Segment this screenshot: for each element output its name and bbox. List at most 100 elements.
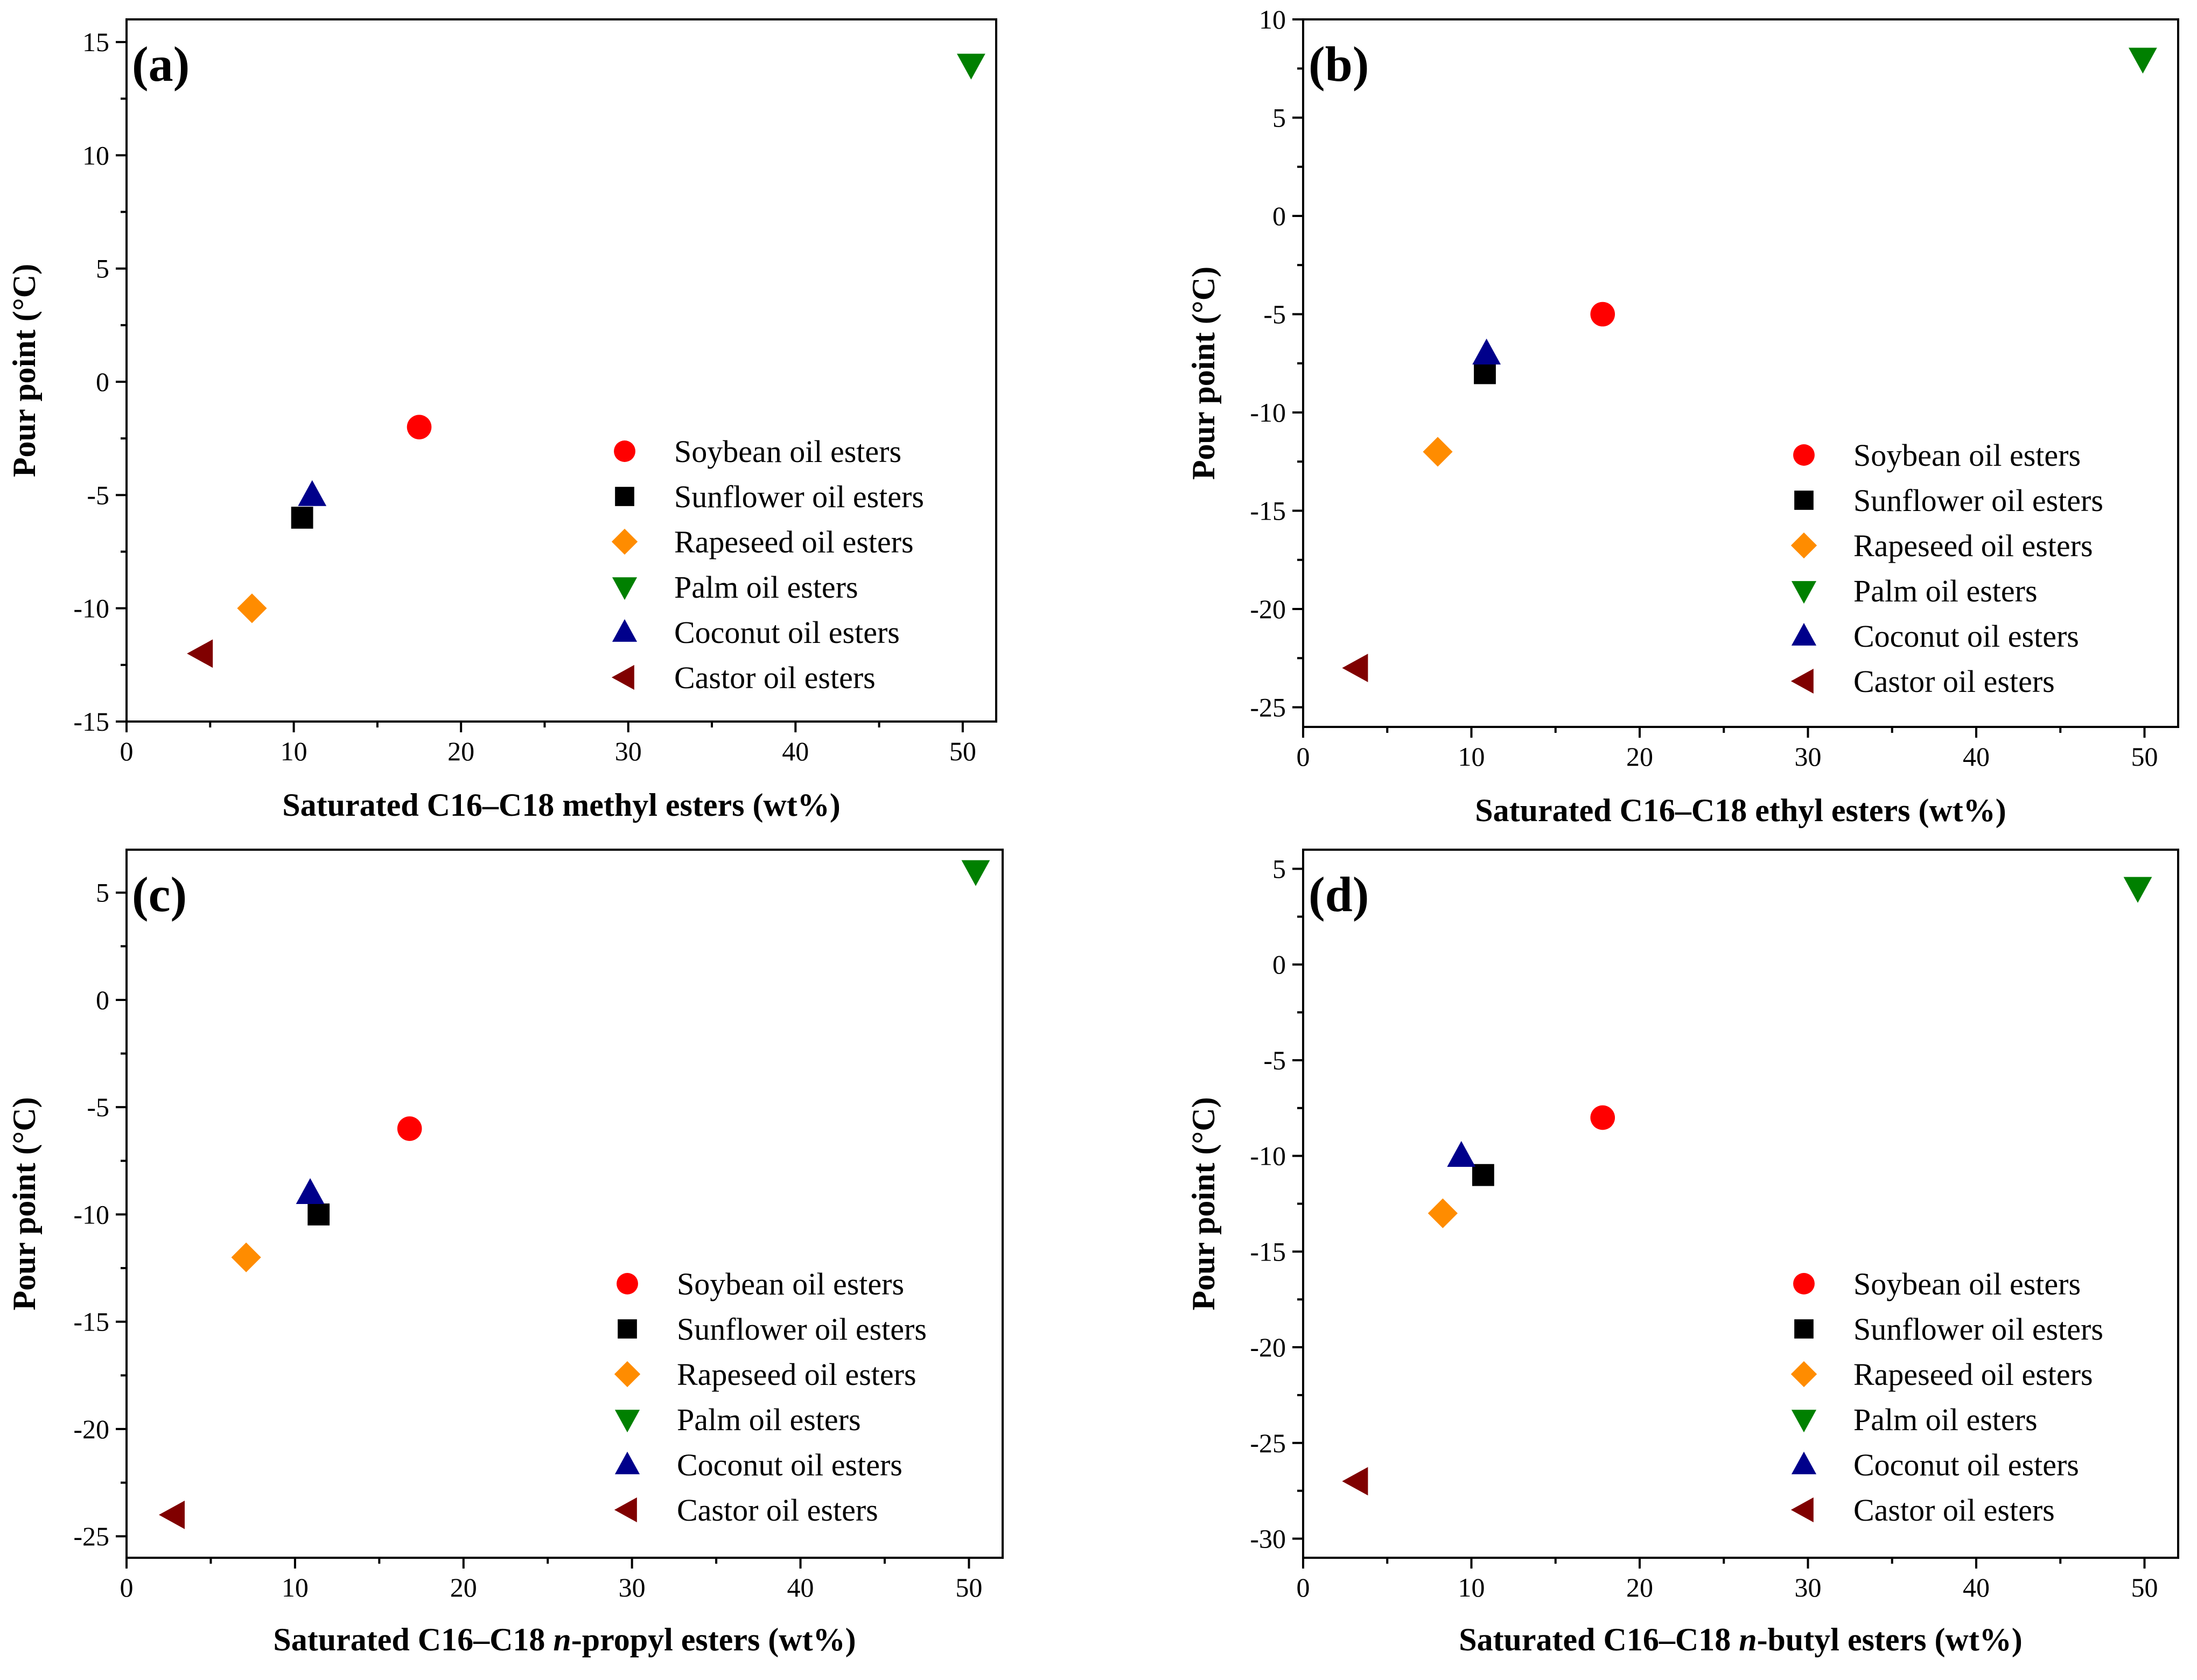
y-tick-label: -5 bbox=[87, 480, 109, 510]
legend-label: Coconut oil esters bbox=[1853, 619, 2079, 654]
panel-label: (d) bbox=[1309, 867, 1369, 922]
data-point-triangle-left bbox=[1342, 1467, 1368, 1496]
legend-label: Castor oil esters bbox=[674, 660, 876, 695]
legend-label: Coconut oil esters bbox=[677, 1447, 902, 1482]
x-tick-label: 40 bbox=[1963, 741, 1990, 772]
legend-label: Sunflower oil esters bbox=[1853, 483, 2103, 518]
x-tick-label: 0 bbox=[120, 736, 134, 766]
legend-label: Palm oil esters bbox=[677, 1402, 861, 1437]
x-axis-title-part: -butyl esters (wt%) bbox=[1757, 1622, 2023, 1657]
x-axis-title-part: Saturated C16–C18 bbox=[282, 787, 562, 823]
y-tick-label: 5 bbox=[1272, 103, 1286, 133]
y-tick-label: 5 bbox=[1272, 854, 1286, 884]
legend-marker-triangle-up bbox=[612, 619, 638, 642]
data-point-circle bbox=[1590, 302, 1615, 327]
legend-label: Rapeseed oil esters bbox=[1853, 528, 2093, 563]
y-tick-label: -20 bbox=[1250, 1332, 1286, 1362]
data-point-triangle-up bbox=[296, 1178, 325, 1204]
legend-marker-diamond bbox=[614, 1361, 641, 1388]
x-tick-label: 30 bbox=[615, 736, 642, 766]
legend-label: Palm oil esters bbox=[674, 570, 858, 605]
panel-label: (c) bbox=[132, 867, 187, 922]
legend-marker-square bbox=[1794, 1319, 1814, 1339]
y-tick-label: -15 bbox=[73, 706, 109, 737]
y-tick-label: 0 bbox=[1272, 201, 1286, 231]
legend-marker-triangle-left bbox=[611, 664, 634, 690]
data-point-square bbox=[307, 1203, 330, 1226]
x-tick-label: 30 bbox=[1795, 1572, 1822, 1602]
panel-d: 0 10 20 30 40 50 -30 -25 -20 -15 -10 -5 0 5 Saturated … bbox=[1186, 849, 2179, 1657]
legend-marker-triangle-left bbox=[1790, 1497, 1814, 1523]
x-axis-title-part: n bbox=[1739, 1622, 1757, 1657]
data-point-triangle-left bbox=[187, 639, 213, 668]
plot-frame bbox=[125, 849, 1004, 1559]
y-tick-label: -5 bbox=[1263, 1045, 1286, 1075]
data-point-diamond bbox=[237, 593, 267, 624]
data-point-square bbox=[1474, 362, 1496, 384]
data-point-triangle-up bbox=[298, 480, 327, 506]
y-tick-label: -15 bbox=[1250, 496, 1286, 526]
panel-b: 0 10 20 30 40 50 -25 -20 -15 -10 -5 0 5 10 Saturated C… bbox=[1186, 4, 2179, 828]
x-axis-title-part: methyl esters (wt%) bbox=[562, 787, 840, 823]
legend-label: Castor oil esters bbox=[1853, 1493, 2055, 1528]
legend-marker-triangle-down bbox=[614, 1410, 640, 1433]
x-axis-title: Saturated C16–C18 methyl esters (wt%) bbox=[282, 787, 840, 823]
data-point-diamond bbox=[1428, 1198, 1458, 1228]
x-axis-title-part: Saturated C16–C18 bbox=[1475, 793, 1755, 828]
data-point-diamond bbox=[1423, 437, 1453, 467]
data-point-diamond bbox=[231, 1242, 261, 1272]
y-tick-label: -10 bbox=[1250, 397, 1286, 428]
y-tick-label: -15 bbox=[73, 1307, 109, 1337]
y-tick-label: -20 bbox=[73, 1414, 109, 1444]
data-point-square bbox=[1472, 1164, 1494, 1186]
y-tick-label: -5 bbox=[87, 1092, 109, 1122]
x-tick-label: 20 bbox=[1626, 741, 1653, 772]
data-point-triangle-down bbox=[2123, 877, 2152, 903]
legend-marker-diamond bbox=[611, 528, 638, 555]
x-tick-label: 50 bbox=[2131, 741, 2158, 772]
data-point-triangle-down bbox=[957, 53, 985, 80]
x-axis-title-part: Saturated C16–C18 bbox=[273, 1622, 553, 1657]
y-tick-label: 0 bbox=[1272, 949, 1286, 979]
x-tick-label: 30 bbox=[619, 1572, 646, 1602]
legend-marker-triangle-up bbox=[614, 1451, 640, 1474]
panel-label: (a) bbox=[132, 37, 190, 92]
y-axis-title: Pour point (°C) bbox=[6, 264, 42, 477]
x-tick-label: 10 bbox=[281, 736, 307, 766]
x-axis-title: Saturated C16–C18 ethyl esters (wt%) bbox=[1475, 793, 2006, 828]
x-tick-label: 20 bbox=[450, 1572, 477, 1602]
data-point-square bbox=[291, 507, 313, 529]
legend-marker-triangle-up bbox=[1791, 622, 1817, 646]
legend-marker-square bbox=[618, 1319, 637, 1339]
y-tick-label: 0 bbox=[96, 985, 109, 1015]
x-axis-title-part: ethyl esters (wt%) bbox=[1755, 793, 2006, 828]
x-tick-label: 50 bbox=[949, 736, 976, 766]
x-tick-label: 10 bbox=[1458, 741, 1485, 772]
legend-marker-diamond bbox=[1790, 532, 1817, 559]
x-tick-label: 30 bbox=[1795, 741, 1822, 772]
y-axis-title: Pour point (°C) bbox=[1186, 267, 1221, 480]
legend-marker-triangle-down bbox=[1791, 581, 1817, 604]
legend-label: Sunflower oil esters bbox=[674, 479, 924, 514]
y-axis-title: Pour point (°C) bbox=[1186, 1097, 1221, 1310]
legend-label: Coconut oil esters bbox=[1853, 1447, 2079, 1482]
legend-label: Soybean oil esters bbox=[1853, 438, 2081, 473]
data-point-triangle-left bbox=[1342, 654, 1368, 682]
y-tick-label: -15 bbox=[1250, 1236, 1286, 1266]
legend-label: Castor oil esters bbox=[1853, 664, 2055, 699]
panel-a: 0 10 20 30 40 50 -15 -10 -5 0 5 10 15 Saturated C16–C… bbox=[6, 18, 997, 823]
y-tick-label: -30 bbox=[1250, 1523, 1286, 1553]
legend-marker-square bbox=[1794, 491, 1814, 510]
y-tick-label: -20 bbox=[1250, 594, 1286, 624]
y-tick-label: 0 bbox=[96, 367, 109, 397]
legend-marker-triangle-left bbox=[1790, 668, 1814, 694]
y-tick-label: -10 bbox=[73, 1199, 109, 1229]
y-tick-label: -10 bbox=[73, 593, 109, 624]
plot-frame bbox=[125, 18, 997, 723]
legend-label: Rapeseed oil esters bbox=[674, 524, 914, 559]
data-point-triangle-down bbox=[961, 860, 990, 886]
x-tick-label: 20 bbox=[1626, 1572, 1653, 1602]
y-tick-label: 15 bbox=[82, 27, 109, 57]
legend-label: Castor oil esters bbox=[677, 1493, 878, 1528]
x-tick-label: 40 bbox=[782, 736, 809, 766]
